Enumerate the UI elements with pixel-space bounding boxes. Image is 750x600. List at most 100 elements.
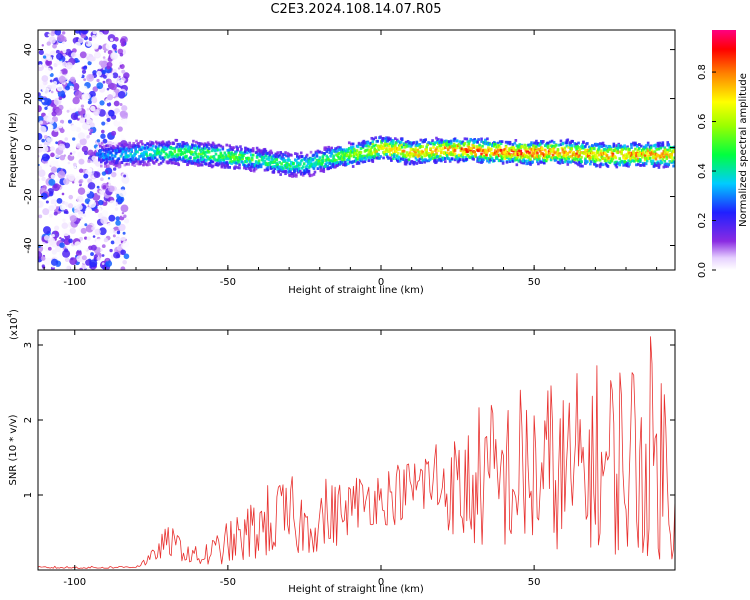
ridge-cell xyxy=(137,157,140,161)
ridge-cell xyxy=(374,143,378,147)
noise-cell xyxy=(100,177,104,182)
ridge-cell xyxy=(363,160,367,163)
ridge-cell xyxy=(383,152,386,156)
noise-cell xyxy=(90,160,93,163)
ridge-cell xyxy=(367,159,371,163)
noise-cell xyxy=(68,238,73,244)
ridge-cell xyxy=(167,143,171,147)
ridge-cell xyxy=(161,140,165,144)
ridge-cell xyxy=(170,158,174,162)
noise-cell xyxy=(62,249,71,258)
ridge-cell xyxy=(386,139,389,143)
ridge-cell xyxy=(601,163,605,167)
ridge-cell xyxy=(116,158,120,162)
ridge-cell xyxy=(424,154,427,157)
ridge-cell xyxy=(300,155,304,158)
ridge-cell xyxy=(621,148,624,151)
x-tick-label: 50 xyxy=(528,277,541,288)
ridge-cell xyxy=(296,152,299,156)
ridge-cell xyxy=(517,159,521,163)
ridge-cell xyxy=(190,159,193,163)
ridge-cell xyxy=(117,157,121,161)
ridge-cell xyxy=(401,152,405,155)
ridge-cell xyxy=(670,156,673,160)
ridge-cell xyxy=(614,162,618,166)
ridge-cell xyxy=(632,150,635,153)
noise-cell xyxy=(120,249,126,256)
noise-cell xyxy=(38,202,41,207)
ridge-cell xyxy=(592,151,596,155)
ridge-cell xyxy=(639,163,643,167)
ridge-cell xyxy=(220,162,224,166)
y-tick-label: 3 xyxy=(23,342,34,348)
ridge-cell xyxy=(251,149,255,153)
noise-cell xyxy=(96,78,100,83)
ridge-cell xyxy=(578,151,581,155)
ridge-cell xyxy=(646,149,650,153)
ridge-cell xyxy=(364,157,368,161)
ridge-cell xyxy=(578,153,581,157)
ridge-cell xyxy=(590,149,593,153)
ridge-cell xyxy=(197,141,200,145)
ridge-cell xyxy=(303,158,307,162)
ridge-cell xyxy=(346,149,350,152)
noise-cell xyxy=(41,264,45,268)
noise-cell xyxy=(46,116,53,123)
noise-cell xyxy=(72,81,76,85)
ridge-cell xyxy=(357,161,361,165)
ridge-cell xyxy=(660,161,664,164)
ridge-cell xyxy=(416,148,420,152)
ridge-cell xyxy=(510,149,514,153)
noise-cell xyxy=(117,90,126,99)
ridge-cell xyxy=(472,144,476,148)
ridge-cell xyxy=(632,141,635,145)
ridge-cell xyxy=(637,163,640,166)
ridge-cell xyxy=(639,154,643,157)
noise-cell xyxy=(119,233,127,241)
ridge-cell xyxy=(477,149,480,153)
colorbar-tick-label: 0.4 xyxy=(697,163,708,179)
ridge-cell xyxy=(545,155,549,159)
noise-cell xyxy=(96,139,101,143)
ridge-cell xyxy=(541,147,544,150)
ridge-cell xyxy=(603,147,607,151)
noise-cell xyxy=(48,213,53,218)
ridge-cell xyxy=(405,160,409,164)
ridge-cell xyxy=(495,155,499,159)
ridge-cell xyxy=(267,158,271,162)
ridge-cell xyxy=(473,151,476,154)
ridge-cell xyxy=(633,153,636,157)
ridge-cell xyxy=(295,159,298,163)
ridge-cell xyxy=(125,147,129,151)
ridge-cell xyxy=(445,153,449,157)
ridge-cell xyxy=(144,143,147,147)
ridge-cell xyxy=(144,162,147,166)
ridge-cell xyxy=(141,160,144,163)
ridge-cell xyxy=(118,165,122,169)
ridge-cell xyxy=(149,140,152,144)
ridge-cell xyxy=(510,154,514,157)
noise-cell xyxy=(59,154,66,161)
ridge-cell xyxy=(574,161,577,165)
ridge-cell xyxy=(629,160,632,164)
ridge-cell xyxy=(491,157,494,161)
ridge-cell xyxy=(439,146,442,150)
ridge-cell xyxy=(199,152,203,156)
ridge-cell xyxy=(216,158,220,162)
snr-ylabel: SNR (10 * v/v) xyxy=(8,414,19,485)
ridge-cell xyxy=(204,162,208,166)
ridge-cell xyxy=(443,146,447,150)
ridge-cell xyxy=(108,144,112,147)
ridge-cell xyxy=(150,158,154,162)
ridge-cell xyxy=(179,149,182,153)
ridge-cell xyxy=(305,164,309,168)
ridge-cell xyxy=(250,156,254,160)
ridge-cell xyxy=(298,170,302,173)
ridge-cell xyxy=(149,156,152,160)
noise-cell xyxy=(69,152,73,155)
ridge-cell xyxy=(264,149,268,153)
ridge-cell xyxy=(463,141,467,145)
ridge-cell xyxy=(323,152,327,155)
ridge-cell xyxy=(515,163,519,167)
ridge-cell xyxy=(469,137,473,141)
